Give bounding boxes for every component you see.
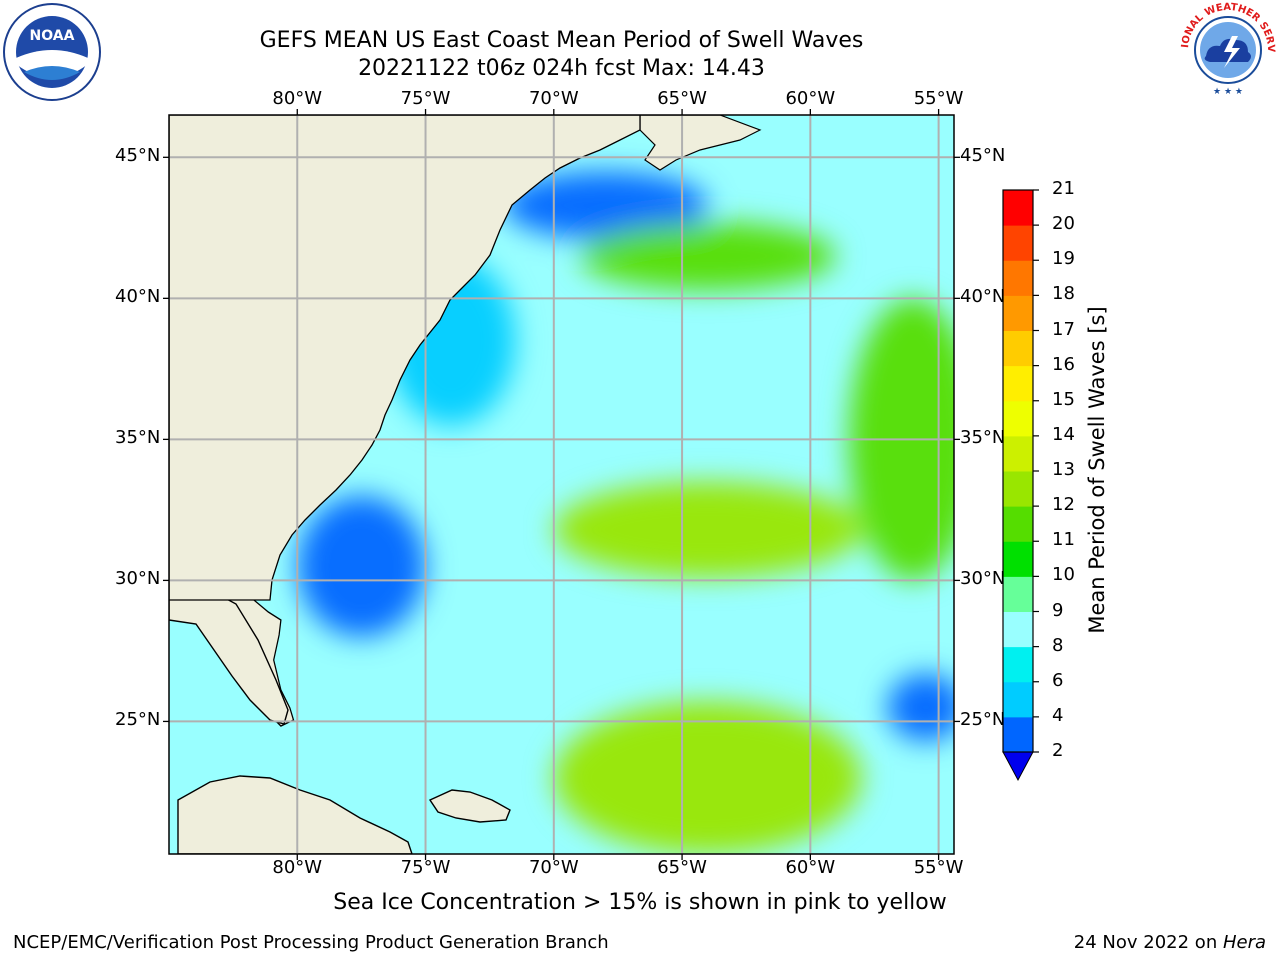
lat-label-left: 25°N xyxy=(115,709,161,731)
colorbar-tick-label: 12 xyxy=(1052,494,1075,516)
lat-label-right: 45°N xyxy=(960,145,1006,167)
hispaniola xyxy=(428,789,511,823)
colorbar-tick-label: 19 xyxy=(1052,248,1075,270)
lat-label-left: 30°N xyxy=(115,568,161,590)
lat-label-left: 45°N xyxy=(115,145,161,167)
colorbar-extend-arrow xyxy=(1002,751,1034,782)
lon-label-bottom: 80°W xyxy=(272,857,323,878)
lat-label-right: 30°N xyxy=(960,568,1006,590)
colorbar-segment xyxy=(1003,681,1033,718)
colorbar-label: Mean Period of Swell Waves [s] xyxy=(1085,306,1109,634)
colorbar-segment xyxy=(1003,506,1033,542)
colorbar-segment xyxy=(1003,400,1033,437)
field-region-3 xyxy=(553,481,862,578)
colorbar-tick-label: 4 xyxy=(1052,704,1064,726)
nws-logo: NATIONAL WEATHER SERVICE ★ ★ ★ xyxy=(1178,0,1276,97)
lon-label-bottom: 60°W xyxy=(785,857,836,878)
colorbar-tick-label: 21 xyxy=(1052,178,1075,199)
lon-label-bottom: 55°W xyxy=(913,857,964,878)
field-region-4 xyxy=(553,701,862,854)
colorbar-segment xyxy=(1003,190,1033,226)
svg-text:★ ★ ★: ★ ★ ★ xyxy=(1213,87,1243,97)
colorbar-segment xyxy=(1003,646,1033,683)
map-border xyxy=(168,114,955,855)
colorbar-segment xyxy=(1003,260,1033,296)
field-region-6 xyxy=(579,222,836,290)
colorbar-tick-label: 11 xyxy=(1052,529,1075,551)
colorbar xyxy=(1002,189,1039,782)
colorbar-segment xyxy=(1003,295,1033,331)
lon-label-top: 75°W xyxy=(400,88,451,109)
colorbar-segment xyxy=(1003,471,1033,507)
colorbar-tick-label: 20 xyxy=(1052,213,1075,235)
lat-label-right: 40°N xyxy=(960,286,1006,308)
colorbar-segment xyxy=(1003,435,1033,472)
footer-date: 24 Nov 2022 on Hera xyxy=(1073,932,1266,953)
axis-ticks xyxy=(163,109,960,860)
colorbar-tick-label: 15 xyxy=(1052,388,1075,410)
colorbar-segment xyxy=(1003,225,1033,261)
lat-label-right: 35°N xyxy=(960,427,1006,449)
colorbar-tick-label: 18 xyxy=(1052,283,1075,305)
colorbar-tick-label: 14 xyxy=(1052,423,1075,445)
colorbar-tick-label: 17 xyxy=(1052,318,1075,340)
colorbar-segment xyxy=(1003,576,1033,612)
sea-ice-caption: Sea Ice Concentration > 15% is shown in … xyxy=(333,890,947,915)
lat-label-left: 40°N xyxy=(115,286,161,308)
lon-label-bottom: 65°W xyxy=(657,857,707,878)
lon-label-top: 55°W xyxy=(913,88,964,109)
colorbar-tick-label: 10 xyxy=(1052,564,1075,586)
field-region-2 xyxy=(297,495,426,637)
cuba xyxy=(177,775,413,854)
graticule xyxy=(169,115,954,854)
field-region-7 xyxy=(887,673,954,742)
colorbar-tick-label: 9 xyxy=(1052,599,1064,621)
lon-label-top: 60°W xyxy=(785,88,836,109)
colorbar-segment xyxy=(1003,541,1033,577)
map-area xyxy=(169,115,954,854)
colorbar-tick-label: 16 xyxy=(1052,353,1075,375)
lon-label-bottom: 70°W xyxy=(528,857,579,878)
svg-text:NOAA: NOAA xyxy=(30,28,75,44)
colorbar-segment xyxy=(1003,365,1033,402)
chart-subtitle: 20221122 t06z 024h fcst Max: 14.43 xyxy=(358,56,765,81)
colorbar-tick-label: 2 xyxy=(1052,740,1064,761)
lon-label-top: 70°W xyxy=(528,88,579,109)
noaa-logo: NOAA xyxy=(3,3,101,101)
lat-label-right: 25°N xyxy=(960,709,1006,731)
maine-coast xyxy=(169,115,641,601)
footer-machine: Hera xyxy=(1222,932,1266,953)
footer-credit: NCEP/EMC/Verification Post Processing Pr… xyxy=(13,932,609,953)
chart-title: GEFS MEAN US East Coast Mean Period of S… xyxy=(259,28,864,53)
lon-label-top: 65°W xyxy=(657,88,707,109)
colorbar-tick-label: 6 xyxy=(1052,669,1064,691)
colorbar-segment xyxy=(1003,716,1033,753)
colorbar-tick-label: 13 xyxy=(1052,459,1075,480)
lat-label-left: 35°N xyxy=(115,427,161,449)
lon-label-top: 80°W xyxy=(272,88,323,109)
colorbar-tick-label: 8 xyxy=(1052,634,1064,656)
nova-scotia xyxy=(639,115,762,171)
colorbar-segment xyxy=(1003,611,1033,648)
colorbar-segment xyxy=(1003,330,1033,367)
lon-label-bottom: 75°W xyxy=(400,857,451,878)
